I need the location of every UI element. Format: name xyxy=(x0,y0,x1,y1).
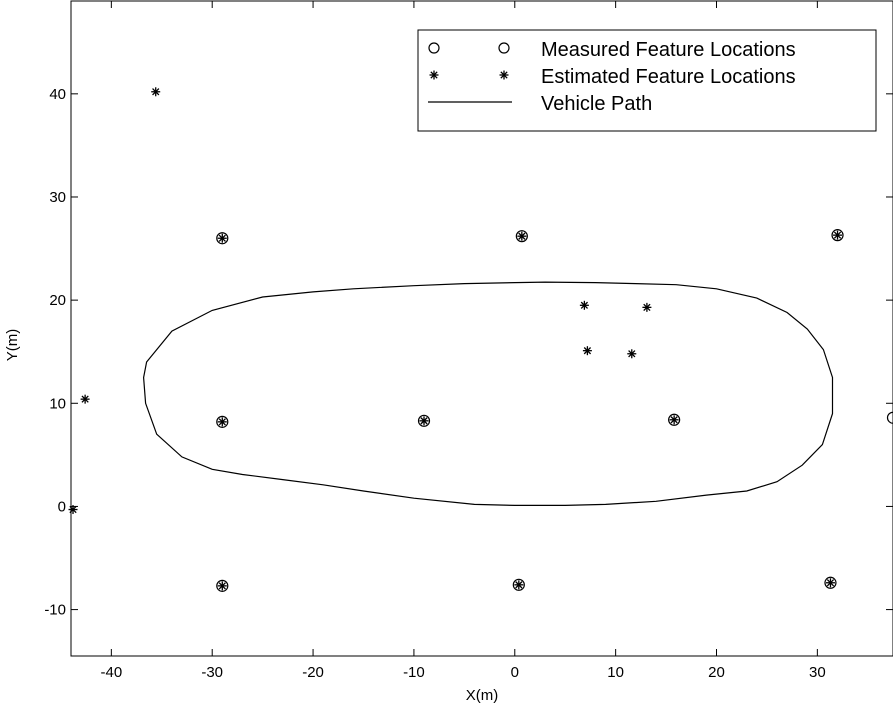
x-tick-label: 20 xyxy=(708,664,725,681)
measured-feature-point xyxy=(886,411,893,424)
measured-feature-point xyxy=(515,230,528,243)
star-stroke xyxy=(420,417,428,425)
legend-circle-marker-left xyxy=(428,42,440,54)
legend-star-marker-left xyxy=(429,70,439,80)
y-tick-label: -10 xyxy=(44,602,66,619)
estimated-feature-point xyxy=(217,417,227,427)
star-stroke xyxy=(218,418,226,426)
vehicle-path-layer xyxy=(142,281,834,506)
star-stroke xyxy=(643,303,651,311)
star-stroke xyxy=(500,71,508,79)
y-tick-label: 10 xyxy=(49,395,66,412)
measured-feature-point xyxy=(668,413,681,426)
legend-box xyxy=(417,29,877,132)
x-tick-label: -30 xyxy=(201,664,223,681)
y-tick-label: 40 xyxy=(49,86,66,103)
star-stroke xyxy=(152,88,160,96)
star-stroke xyxy=(583,347,592,355)
estimated-feature-point xyxy=(517,231,527,241)
star-stroke xyxy=(628,350,636,358)
x-tick-label: 0 xyxy=(511,664,519,681)
legend-star-shape xyxy=(429,70,439,80)
estimated-feature-point xyxy=(151,87,161,97)
legend-label-estimated: Estimated Feature Locations xyxy=(541,66,796,88)
star-stroke xyxy=(826,579,835,587)
star-stroke xyxy=(430,71,438,79)
estimated-feature-point xyxy=(833,230,843,240)
measured-feature-point xyxy=(512,578,525,591)
y-tick-label: 0 xyxy=(58,498,66,515)
star-stroke xyxy=(515,581,523,589)
measured-feature-point xyxy=(216,579,229,592)
y-axis-title: Y(m) xyxy=(4,329,21,362)
x-tick-label: -20 xyxy=(302,664,324,681)
x-tick-label: -40 xyxy=(100,664,122,681)
estimated-feature-point xyxy=(627,349,637,359)
measured-feature-point xyxy=(216,232,229,245)
estimated-feature-point xyxy=(582,346,592,356)
star-stroke xyxy=(833,231,842,239)
legend-circle-marker-right xyxy=(498,42,510,54)
star-stroke xyxy=(81,395,89,403)
estimated-feature-point xyxy=(514,580,524,590)
legend-label-vehicle-path: Vehicle Path xyxy=(541,93,652,115)
measured-feature-point xyxy=(824,576,837,589)
plot-frame xyxy=(70,0,893,657)
estimated-feature-point xyxy=(80,394,90,404)
axis-ticks: -40 -30 -20 -10 0 10 20 30 -10 0 10 20 30 40 xyxy=(44,1,893,681)
measured-feature-point xyxy=(831,229,844,242)
estimated-feature-point xyxy=(579,300,589,310)
measured-feature-point xyxy=(417,414,431,427)
x-tick-label: 10 xyxy=(607,664,624,681)
estimated-feature-point xyxy=(217,233,227,243)
star-stroke xyxy=(69,505,77,514)
estimated-feature-point xyxy=(642,302,652,312)
measured-feature-point xyxy=(216,415,229,428)
estimated-feature-point xyxy=(217,581,227,591)
estimated-feature-point xyxy=(419,416,429,426)
vehicle-path-line xyxy=(142,281,834,506)
star-stroke xyxy=(580,301,589,309)
legend-star-marker-right xyxy=(499,70,509,80)
star-stroke xyxy=(218,582,226,590)
y-tick-label: 30 xyxy=(49,189,66,206)
x-tick-label: -10 xyxy=(403,664,425,681)
y-tick-label: 20 xyxy=(49,292,66,309)
legend-star-shape xyxy=(499,70,509,80)
marker-layer xyxy=(68,87,893,592)
star-stroke xyxy=(218,234,226,242)
estimated-feature-point xyxy=(669,415,679,425)
legend: Measured Feature Locations Estimated Fea… xyxy=(417,29,877,132)
estimated-feature-point xyxy=(68,505,78,515)
x-axis-title: X(m) xyxy=(466,687,499,704)
star-stroke xyxy=(518,232,526,240)
estimated-feature-point xyxy=(825,578,835,588)
x-tick-label: 30 xyxy=(809,664,826,681)
legend-label-measured: Measured Feature Locations xyxy=(541,39,796,61)
star-stroke xyxy=(670,416,678,424)
